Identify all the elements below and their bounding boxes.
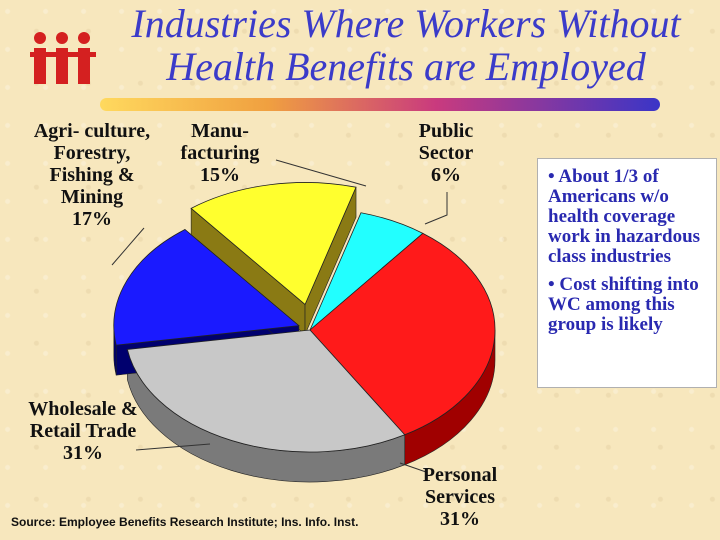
leader-lines bbox=[111, 159, 448, 473]
label-public-sector: Public Sector 6% bbox=[404, 120, 488, 186]
title-underline bbox=[100, 98, 660, 111]
leader-line-agriculture bbox=[111, 227, 145, 266]
pie-slice-wholesale-retail bbox=[126, 329, 406, 453]
pie-slice-agriculture bbox=[113, 229, 300, 346]
label-manufacturing: Manu- facturing 15% bbox=[170, 120, 270, 186]
label-public-sector-name: Public Sector bbox=[418, 120, 474, 164]
leader-line-wholesale bbox=[135, 443, 211, 451]
label-manufacturing-name: Manu- facturing bbox=[180, 120, 260, 164]
label-personal-services-name: Personal Services bbox=[422, 464, 498, 508]
label-agriculture-name: Agri- culture, Forestry, Fishing & Minin… bbox=[33, 120, 151, 208]
pie-slice-manufacturing bbox=[190, 182, 357, 306]
pie-slice-personal-services bbox=[309, 232, 496, 436]
bullet-item: • About 1/3 of Americans w/o health cove… bbox=[548, 166, 701, 267]
pie-tops bbox=[113, 182, 496, 453]
label-personal-services: Personal Services 31% bbox=[410, 464, 510, 530]
label-wholesale-retail: Wholesale & Retail Trade 31% bbox=[28, 398, 138, 464]
title-line-1: Industries Where Workers Without bbox=[131, 1, 681, 46]
title-line-2: Health Benefits are Employed bbox=[166, 44, 646, 89]
leader-line-public-sector bbox=[424, 192, 448, 225]
label-public-sector-pct: 6% bbox=[431, 164, 461, 186]
source-note: Source: Employee Benefits Research Insti… bbox=[11, 515, 359, 529]
label-wholesale-pct: 31% bbox=[63, 442, 103, 464]
slide-title: Industries Where Workers Without Health … bbox=[96, 2, 716, 88]
label-agriculture: Agri- culture, Forestry, Fishing & Minin… bbox=[22, 120, 162, 230]
label-personal-services-pct: 31% bbox=[440, 508, 480, 530]
bullet-box: • About 1/3 of Americans w/o health cove… bbox=[537, 158, 717, 388]
label-manufacturing-pct: 15% bbox=[200, 164, 240, 186]
iii-logo-icon bbox=[30, 32, 96, 84]
label-agriculture-pct: 17% bbox=[72, 208, 112, 230]
label-wholesale-name: Wholesale & Retail Trade bbox=[28, 398, 138, 442]
leader-line-manufacturing bbox=[275, 159, 367, 187]
bullet-item: • Cost shifting into WC among this group… bbox=[548, 274, 699, 335]
leader-line-personal-services bbox=[399, 462, 427, 473]
